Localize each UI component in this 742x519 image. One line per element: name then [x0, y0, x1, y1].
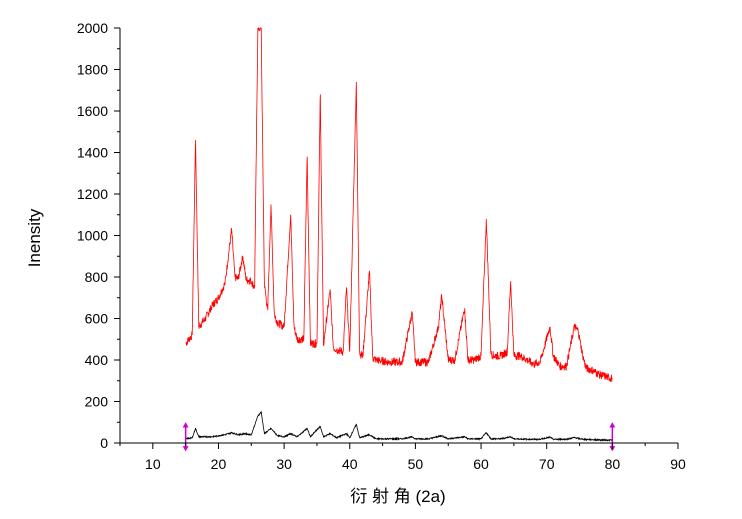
series-line-1	[185, 27, 613, 382]
x-tick-label: 40	[342, 456, 358, 472]
y-tick-label: 400	[85, 352, 109, 368]
x-tick-label: 30	[276, 456, 292, 472]
y-tick-label: 200	[85, 394, 109, 410]
y-tick-label: 600	[85, 311, 109, 327]
x-tick-label: 50	[408, 456, 424, 472]
y-tick-label: 0	[100, 435, 108, 451]
range-markers	[182, 422, 616, 452]
series-line-2	[185, 410, 613, 442]
y-ticks: 0 200 400 600 800 1000 1200 1400 1600 1800 2000	[77, 20, 120, 451]
y-tick-label: 2000	[77, 20, 108, 36]
x-axis-title: 衍 射 角 (2a)	[350, 487, 445, 506]
x-tick-label: 70	[539, 456, 555, 472]
x-tick-label: 10	[145, 456, 161, 472]
axes	[119, 28, 678, 444]
x-ticks: 10 20 30 40 50 60 70 80 90	[119, 443, 686, 472]
y-tick-label: 800	[85, 269, 109, 285]
x-tick-label: 20	[211, 456, 227, 472]
y-tick-label: 1200	[77, 186, 108, 202]
series-layer	[185, 27, 613, 442]
y-tick-label: 1000	[77, 228, 108, 244]
arrow-up-icon	[182, 422, 189, 428]
x-tick-label: 90	[670, 456, 686, 472]
range-marker	[182, 422, 189, 452]
y-tick-label: 1800	[77, 62, 108, 78]
x-tick-label: 80	[605, 456, 621, 472]
x-tick-label: 60	[473, 456, 489, 472]
y-tick-label: 1600	[77, 103, 108, 119]
y-tick-label: 1400	[77, 145, 108, 161]
y-axis-title: Inensity	[25, 208, 44, 267]
arrow-down-icon	[182, 446, 189, 452]
arrow-up-icon	[609, 422, 616, 428]
